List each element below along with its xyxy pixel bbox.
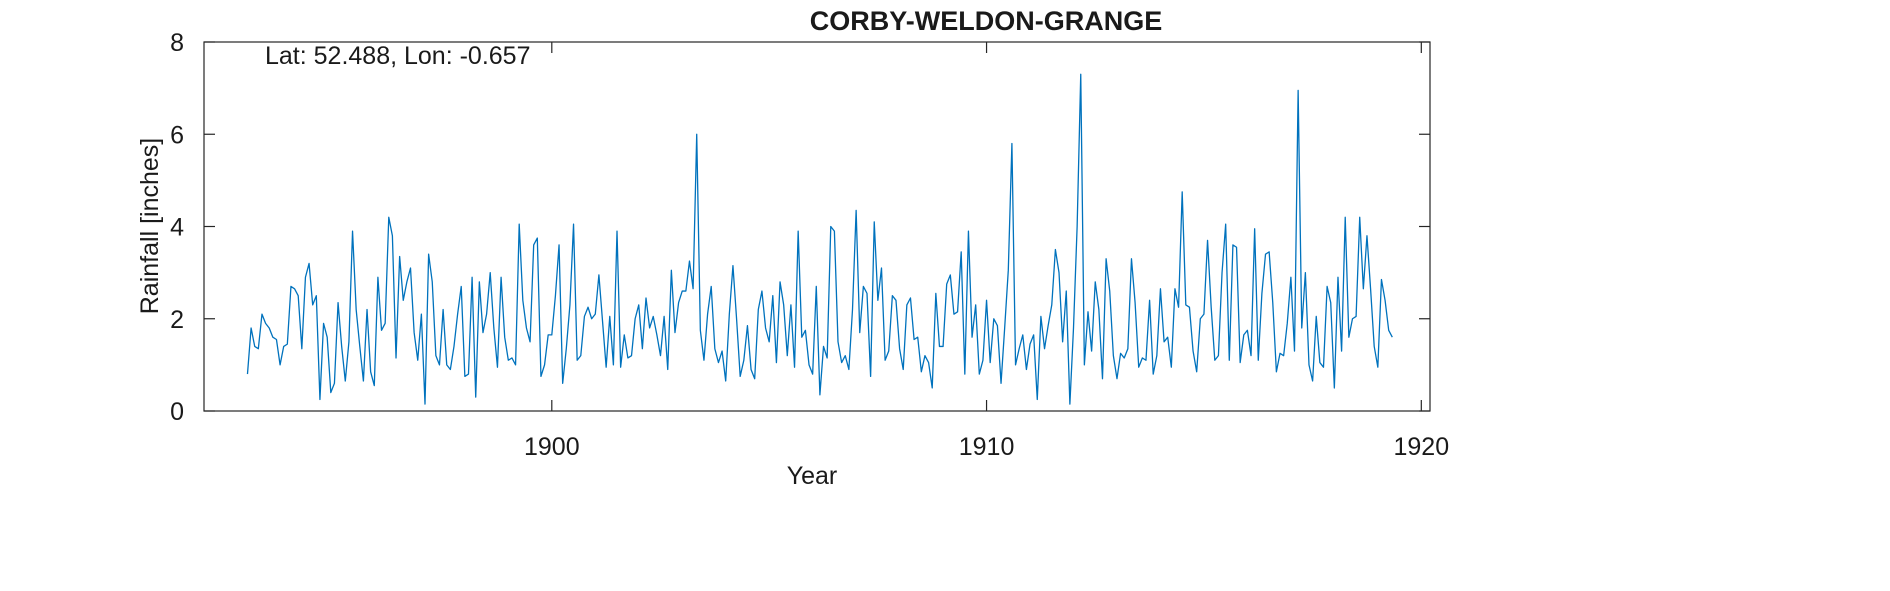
x-axis-label: Year bbox=[787, 462, 838, 490]
x-tick-labels: 1900 1910 1920 bbox=[524, 433, 1449, 461]
chart-title: CORBY-WELDON-GRANGE bbox=[810, 6, 1163, 36]
y-tick-label: 4 bbox=[170, 214, 184, 242]
rainfall-series-line bbox=[246, 73, 1393, 405]
y-tick-label: 8 bbox=[170, 29, 184, 57]
x-tick-label: 1910 bbox=[959, 433, 1015, 461]
plot-frame bbox=[203, 41, 1431, 412]
y-tick-label: 6 bbox=[170, 121, 184, 149]
x-tick-label: 1920 bbox=[1393, 433, 1449, 461]
y-tick-label: 0 bbox=[170, 398, 184, 426]
location-annotation: Lat: 52.488, Lon: -0.657 bbox=[265, 42, 531, 70]
x-tick-label: 1900 bbox=[524, 433, 580, 461]
y-tick-labels: 0 2 4 6 8 bbox=[170, 29, 184, 426]
y-tick-label: 2 bbox=[170, 306, 184, 334]
y-axis-label: Rainfall [inches] bbox=[136, 138, 164, 314]
